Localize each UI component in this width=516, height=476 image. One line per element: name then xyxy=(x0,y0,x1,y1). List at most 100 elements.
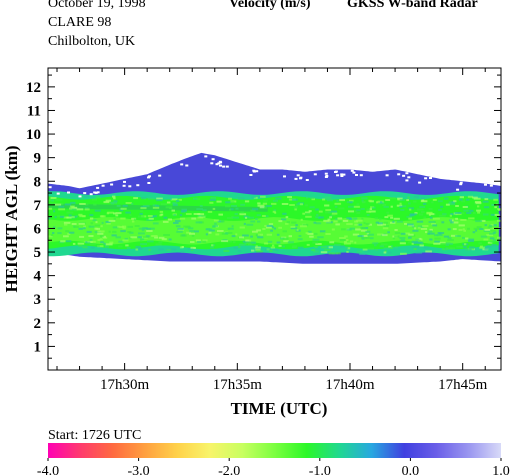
velocity-pixel xyxy=(73,209,78,212)
velocity-pixel xyxy=(431,222,436,225)
velocity-pixel xyxy=(103,201,110,204)
velocity-pixel xyxy=(207,210,213,213)
y-tick-label: 4 xyxy=(34,269,42,285)
velocity-pixel xyxy=(131,220,135,223)
velocity-pixel xyxy=(255,218,258,220)
echo-gap xyxy=(340,173,344,176)
velocity-pixel xyxy=(254,246,261,249)
velocity-pixel xyxy=(265,215,269,218)
velocity-pixel xyxy=(209,199,216,201)
velocity-pixel xyxy=(359,253,366,255)
velocity-pixel xyxy=(490,240,495,243)
velocity-pixel xyxy=(362,248,368,251)
y-tick-label: 9 xyxy=(34,151,42,167)
velocity-pixel xyxy=(416,220,424,223)
echo-gap xyxy=(489,184,493,187)
velocity-pixel xyxy=(302,223,309,226)
velocity-pixel xyxy=(390,205,393,208)
velocity-pixel xyxy=(245,216,248,219)
echo-gap xyxy=(459,181,463,184)
velocity-pixel xyxy=(472,231,476,234)
velocity-pixel xyxy=(100,225,103,228)
velocity-pixel xyxy=(420,211,425,213)
velocity-pixel xyxy=(266,205,272,208)
velocity-pixel xyxy=(161,238,167,241)
velocity-pixel xyxy=(432,224,438,227)
y-axis-label: HEIGHT AGL (km) xyxy=(2,145,21,292)
velocity-pixel xyxy=(416,208,424,211)
velocity-pixel xyxy=(176,230,183,233)
echo-gap xyxy=(355,174,358,176)
velocity-pixel xyxy=(434,234,439,237)
velocity-pixel xyxy=(452,228,457,231)
velocity-pixel xyxy=(344,241,347,243)
velocity-pixel xyxy=(386,211,390,214)
velocity-pixel xyxy=(257,220,261,223)
velocity-pixel xyxy=(389,247,394,249)
velocity-pixel xyxy=(234,213,238,215)
velocity-pixel xyxy=(147,215,153,217)
velocity-pixel xyxy=(116,204,121,207)
header-location: Chilbolton, UK xyxy=(48,34,136,49)
velocity-pixel xyxy=(159,210,164,213)
velocity-pixel xyxy=(391,245,394,248)
velocity-pixel xyxy=(273,209,277,212)
velocity-pixel xyxy=(152,215,157,218)
velocity-pixel xyxy=(242,240,250,243)
velocity-pixel xyxy=(383,251,387,254)
velocity-pixel xyxy=(60,240,66,243)
velocity-pixel xyxy=(262,202,268,205)
velocity-pixel xyxy=(480,235,488,238)
velocity-pixel xyxy=(210,246,214,249)
velocity-pixel xyxy=(441,221,445,224)
velocity-pixel xyxy=(413,200,417,203)
velocity-pixel xyxy=(197,241,202,243)
velocity-pixel xyxy=(394,235,400,238)
velocity-pixel xyxy=(311,198,315,201)
velocity-pixel xyxy=(412,229,419,232)
velocity-pixel xyxy=(451,201,456,204)
echo-gap xyxy=(204,155,208,158)
velocity-pixel xyxy=(493,224,497,227)
velocity-pixel xyxy=(380,223,386,226)
velocity-pixel xyxy=(366,214,370,216)
velocity-pixel xyxy=(406,199,409,202)
velocity-pixel xyxy=(285,222,289,225)
velocity-pixel xyxy=(482,213,489,216)
velocity-pixel xyxy=(310,196,315,199)
x-tick-label: 17h30m xyxy=(100,377,150,393)
velocity-pixel xyxy=(282,237,289,240)
velocity-pixel xyxy=(467,227,470,230)
velocity-pixel xyxy=(328,246,333,249)
velocity-pixel xyxy=(411,242,414,245)
velocity-pixel xyxy=(479,246,485,249)
velocity-pixel xyxy=(171,209,175,212)
velocity-pixel xyxy=(89,217,94,220)
velocity-pixel xyxy=(155,204,160,207)
velocity-pixel xyxy=(404,222,408,225)
velocity-pixel xyxy=(133,218,136,221)
velocity-pixel xyxy=(83,225,86,228)
velocity-pixel xyxy=(267,240,273,243)
velocity-pixel xyxy=(115,212,122,215)
velocity-pixel xyxy=(54,216,57,219)
velocity-pixel xyxy=(383,224,390,227)
velocity-pixel xyxy=(427,232,435,235)
echo-gap xyxy=(325,175,329,177)
velocity-pixel xyxy=(309,235,314,238)
velocity-pixel xyxy=(344,235,348,238)
velocity-pixel xyxy=(290,227,298,230)
velocity-pixel xyxy=(293,206,298,209)
velocity-pixel xyxy=(415,238,421,241)
velocity-pixel xyxy=(142,204,150,207)
x-tick-label: 17h45m xyxy=(438,377,488,393)
velocity-pixel xyxy=(346,239,349,241)
velocity-pixel xyxy=(125,202,132,204)
velocity-pixel xyxy=(50,199,55,202)
velocity-pixel xyxy=(407,223,414,226)
velocity-pixel xyxy=(419,206,426,208)
velocity-pixel xyxy=(317,236,324,239)
velocity-pixel xyxy=(475,202,482,205)
velocity-pixel xyxy=(415,241,423,244)
velocity-pixel xyxy=(362,201,366,203)
